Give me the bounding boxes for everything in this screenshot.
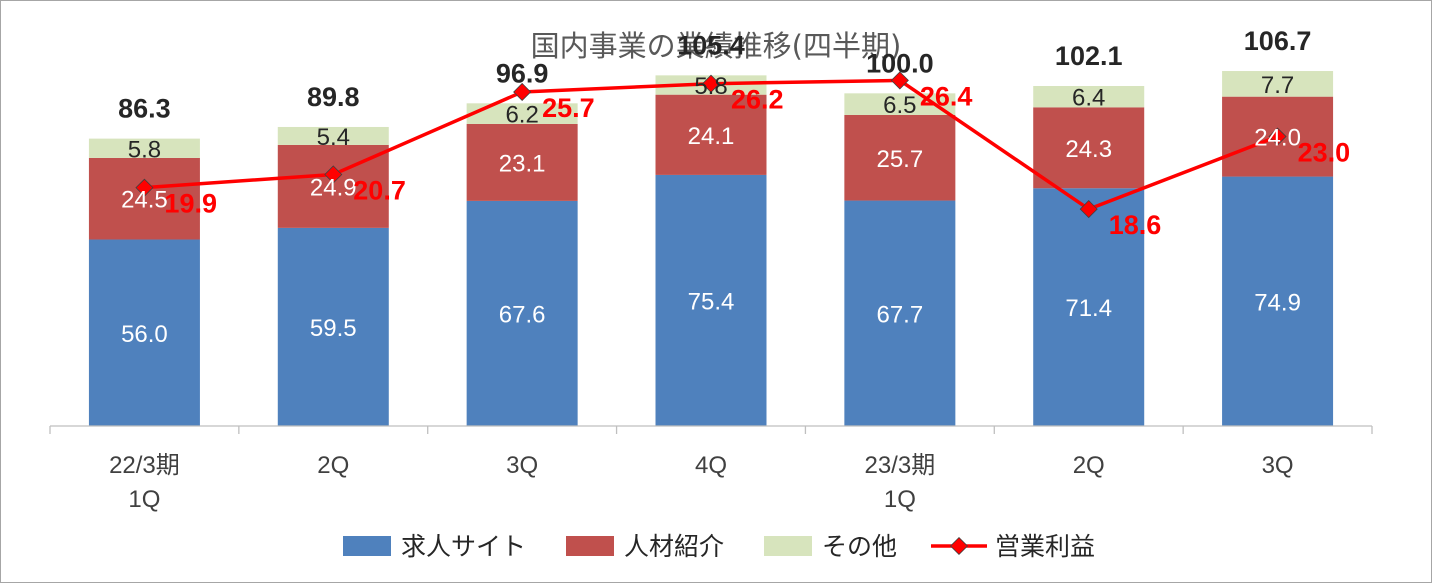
profit-value-label: 18.6 <box>1109 210 1162 240</box>
x-tick-label: 1Q <box>128 486 160 513</box>
profit-marker <box>1268 127 1287 146</box>
profit-marker <box>701 74 721 93</box>
profit-value-label: 19.9 <box>164 189 217 219</box>
bar-value-label: 24.0 <box>1254 125 1301 152</box>
legend-swatch <box>764 536 812 556</box>
bar-value-label: 24.1 <box>688 123 735 150</box>
profit-value-label: 26.4 <box>920 81 973 111</box>
legend-item: その他 <box>764 532 897 561</box>
bar-value-label: 75.4 <box>688 288 735 315</box>
bar-value-label: 6.2 <box>505 102 538 129</box>
bar-total-label: 102.1 <box>1055 41 1123 71</box>
bar-segment <box>1222 71 1334 97</box>
bar-total-label: 105.4 <box>677 30 745 60</box>
profit-value-label: 23.0 <box>1298 138 1351 168</box>
legend-marker <box>949 536 969 556</box>
bar-segment <box>466 103 578 124</box>
bar-segment <box>1033 107 1145 189</box>
x-tick-label: 2Q <box>1073 452 1105 479</box>
x-tick-label: 3Q <box>1262 452 1294 479</box>
legend: 求人サイト 人材紹介 その他 営業利益 <box>343 532 1095 561</box>
profit-value-label: 26.2 <box>731 85 784 115</box>
bar-segment <box>466 200 578 426</box>
bar-value-label: 24.5 <box>121 187 168 214</box>
x-tick-label: 23/3期 <box>864 452 935 479</box>
bar-segment <box>1033 86 1145 108</box>
chart-title: 国内事業の業績推移(四半期) <box>531 29 902 63</box>
bars-layer <box>88 71 1334 426</box>
bar-total-label: 106.7 <box>1244 26 1312 56</box>
bar-segment <box>88 138 200 158</box>
bar-segment <box>1222 176 1334 426</box>
bar-segment <box>1033 188 1145 426</box>
bar-segment <box>655 174 767 426</box>
bar-segment <box>844 114 956 201</box>
x-tick-label: 1Q <box>884 486 916 513</box>
legend-item: 人材紹介 <box>566 532 724 561</box>
bar-value-label: 5.8 <box>694 73 727 100</box>
bar-segment <box>88 157 200 240</box>
profit-marker <box>513 82 532 102</box>
bar-segment <box>844 200 956 426</box>
x-tick-label: 3Q <box>506 452 538 479</box>
legend-item: 営業利益 <box>931 532 1095 561</box>
bar-segment <box>277 227 389 426</box>
profit-value-label: 20.7 <box>353 175 406 205</box>
profit-marker <box>1079 200 1098 219</box>
bar-value-label: 24.9 <box>310 174 357 201</box>
profit-value-label: 25.7 <box>542 93 595 123</box>
operating-profit-line <box>135 71 1287 219</box>
legend-swatch <box>566 536 614 556</box>
x-tick-label: 4Q <box>695 452 727 479</box>
data-labels: 56.0 24.5 5.8 86.3 59.5 24.9 5.4 89.8 67.6 23.1 6.… <box>118 26 1350 348</box>
bar-total-label: 86.3 <box>118 94 171 124</box>
bar-value-label: 24.3 <box>1065 136 1112 163</box>
bar-value-label: 56.0 <box>121 321 168 348</box>
bar-segment <box>466 123 578 201</box>
profit-marker <box>890 71 909 90</box>
legend-label: 求人サイト <box>401 532 526 561</box>
legend-item: 求人サイト <box>343 532 526 561</box>
bar-total-label: 100.0 <box>866 48 934 78</box>
bar-value-label: 59.5 <box>310 315 357 342</box>
legend-label: 人材紹介 <box>624 532 724 561</box>
x-tick-label: 2Q <box>317 452 349 479</box>
legend-swatch <box>343 536 391 556</box>
legend-label: 営業利益 <box>995 532 1095 561</box>
x-axis: 22/3期 1Q 2Q 3Q 4Q 23/3期 1Q 2Q 3Q <box>49 425 1373 513</box>
bar-value-label: 6.4 <box>1072 85 1105 112</box>
legend-label: その他 <box>822 532 897 561</box>
bar-total-label: 89.8 <box>307 82 360 112</box>
bar-segment <box>88 239 200 426</box>
bar-value-label: 5.4 <box>317 124 350 151</box>
bar-value-label: 5.8 <box>128 136 161 163</box>
profit-marker <box>135 178 154 197</box>
bar-value-label: 74.9 <box>1254 289 1301 316</box>
bar-value-label: 67.6 <box>499 301 546 328</box>
bar-segment <box>277 126 389 145</box>
x-tick-label: 22/3期 <box>109 452 180 479</box>
profit-marker <box>324 165 343 184</box>
bar-value-label: 71.4 <box>1065 295 1112 322</box>
bar-value-label: 7.7 <box>1261 72 1294 99</box>
bar-segment <box>655 94 767 175</box>
bar-value-label: 23.1 <box>499 150 546 177</box>
bar-value-label: 6.5 <box>883 92 916 119</box>
bar-value-label: 67.7 <box>876 301 923 328</box>
bar-value-label: 25.7 <box>876 146 923 173</box>
bar-total-label: 96.9 <box>496 58 549 88</box>
